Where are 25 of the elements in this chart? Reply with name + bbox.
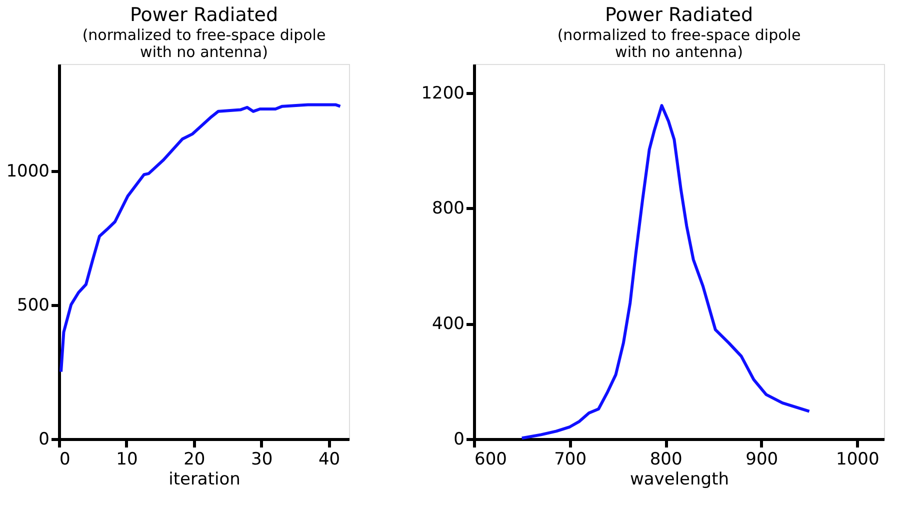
line-series — [520, 104, 811, 440]
y-tick-label: 0 — [454, 430, 464, 450]
y-tick-label: 1000 — [6, 162, 50, 182]
y-tick-label: 500 — [17, 296, 50, 316]
x-tick-label: 700 — [554, 450, 587, 470]
x-tick-label: 600 — [474, 450, 507, 470]
line-series — [60, 103, 342, 374]
x-tick-label: 900 — [746, 450, 778, 470]
y-tick-label: 800 — [432, 198, 464, 219]
y-tick-label: 0 — [38, 430, 50, 450]
chart-subtitle: (normalized to free-space dipole with no antenna) — [82, 26, 326, 61]
chart-title: Power Radiated — [130, 4, 278, 26]
x-tick-label: 10 — [116, 450, 138, 470]
y-tick-label: 400 — [432, 314, 464, 334]
x-tick-label: 1000 — [836, 450, 880, 470]
chart-title: Power Radiated — [604, 4, 754, 26]
x-tick-label: 20 — [184, 450, 206, 470]
x-axis-title: iteration — [168, 470, 240, 490]
x-tick-label: 800 — [650, 450, 682, 470]
x-tick-label: 0 — [60, 450, 70, 470]
x-tick-label: 40 — [318, 450, 340, 470]
x-axis-title: wavelength — [630, 470, 730, 490]
chart-subtitle: (normalized to free-space dipole with no antenna) — [557, 26, 801, 61]
y-tick-label: 1200 — [421, 83, 464, 104]
x-tick-label: 30 — [251, 450, 273, 470]
